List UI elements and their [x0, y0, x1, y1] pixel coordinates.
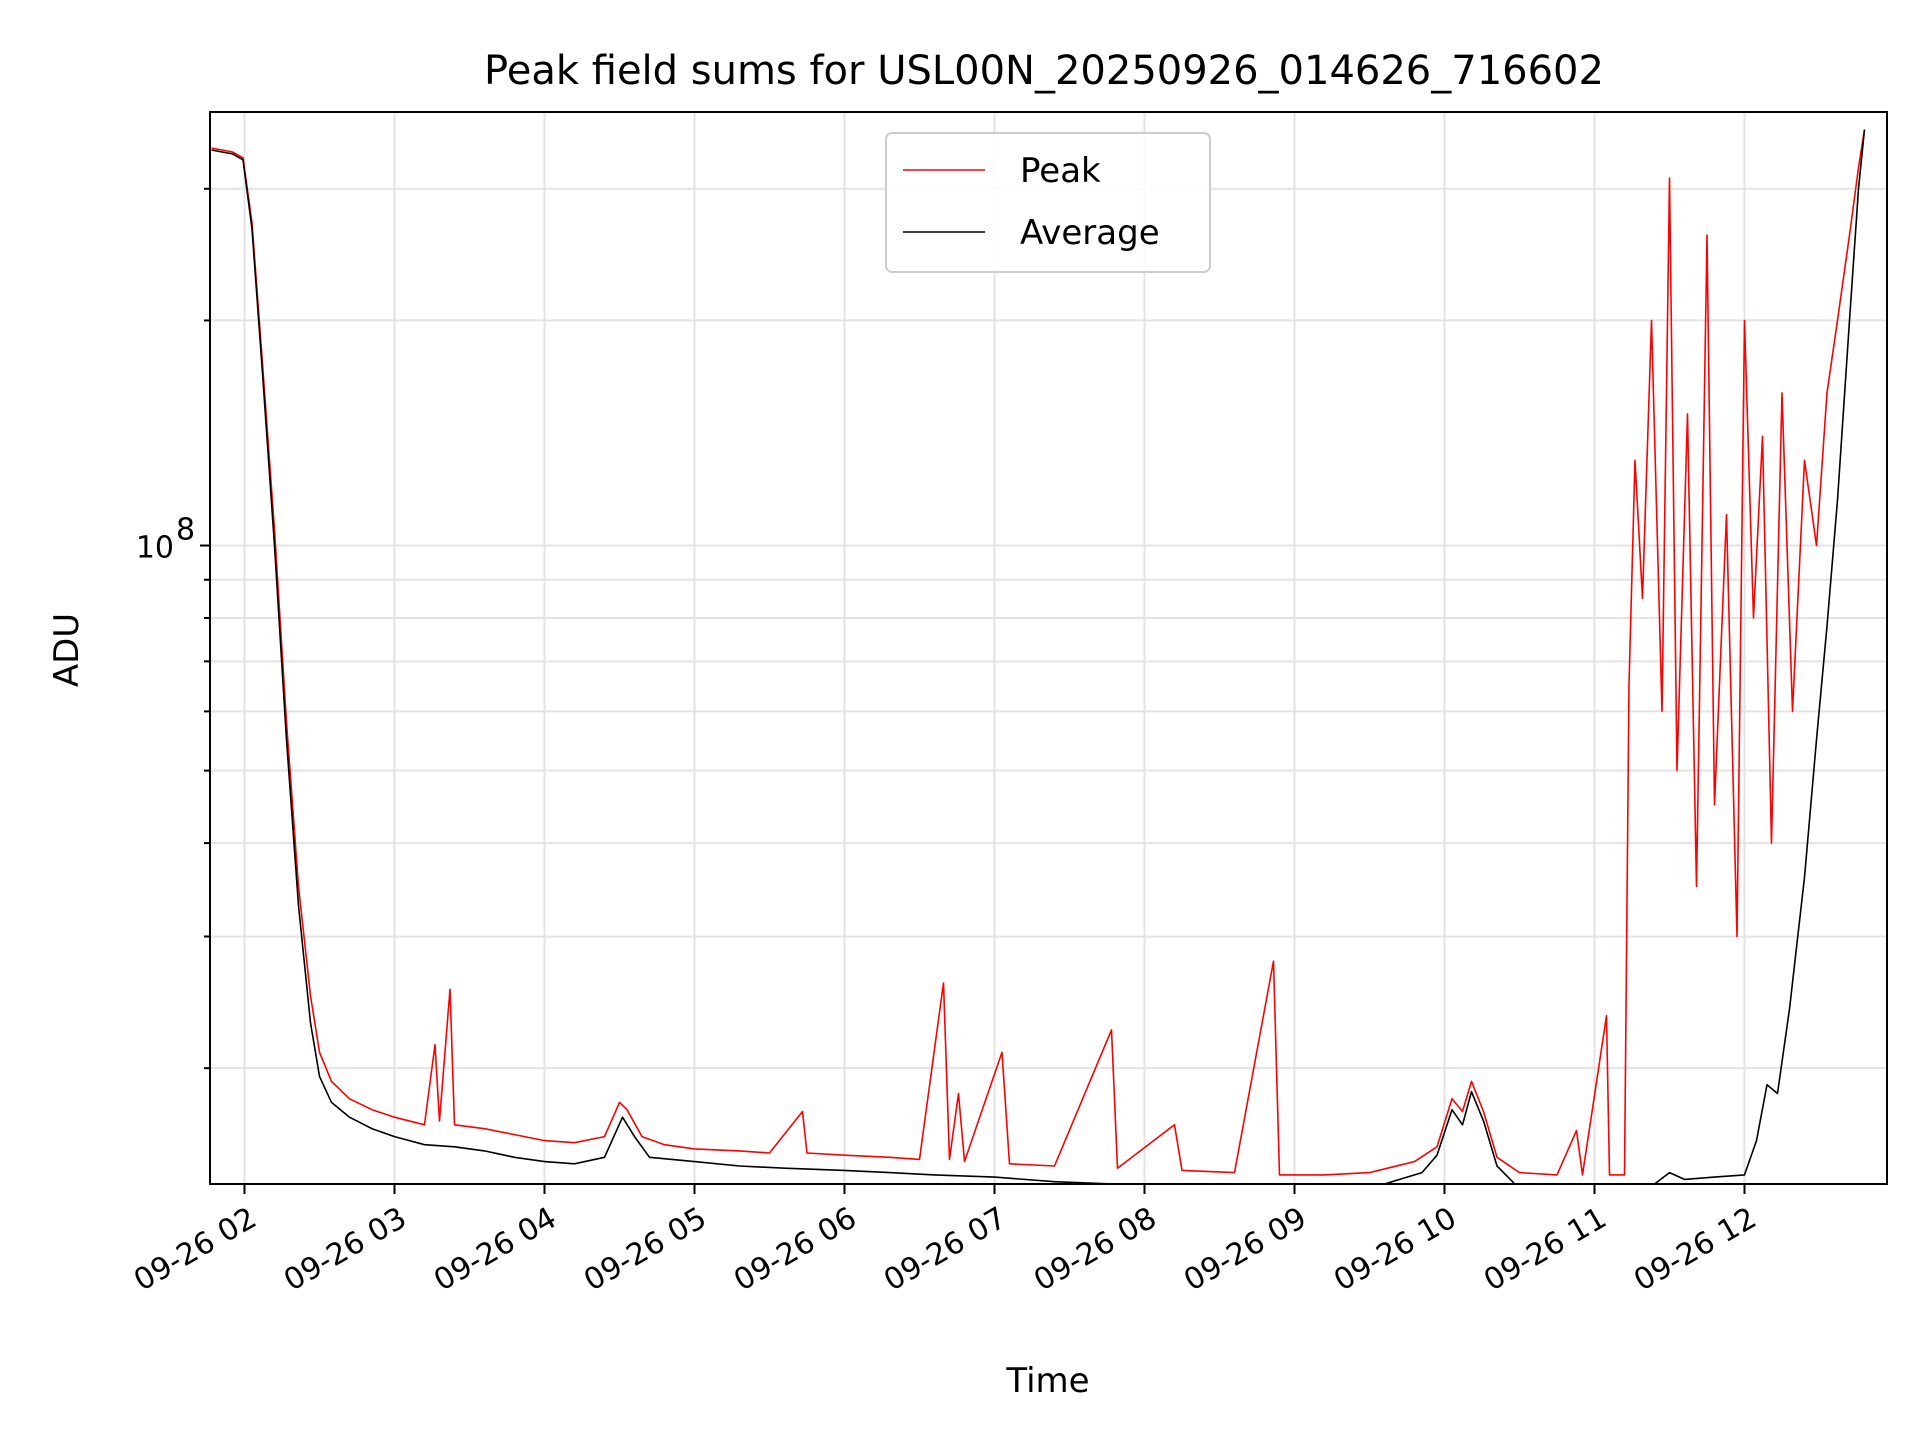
legend-box — [885, 132, 1211, 273]
chart-title: Peak field sums for USL00N_20250926_0146… — [484, 48, 1604, 94]
y-tick-label: 10 — [136, 531, 174, 566]
y-tick-label-exponent: 8 — [176, 513, 195, 548]
y-axis: 108 — [136, 187, 210, 1070]
legend-label-peak: Peak — [1020, 151, 1101, 191]
plot-area — [211, 129, 1866, 1184]
legend-label-average: Average — [1020, 213, 1160, 253]
series-line-average — [211, 129, 1866, 1184]
series-line-peak — [211, 129, 1866, 1176]
x-axis-label: Time — [1005, 1361, 1089, 1401]
legend: Peak Average — [885, 132, 1211, 273]
plot-frame — [209, 111, 1888, 1185]
y-axis-label: ADU — [47, 613, 87, 687]
